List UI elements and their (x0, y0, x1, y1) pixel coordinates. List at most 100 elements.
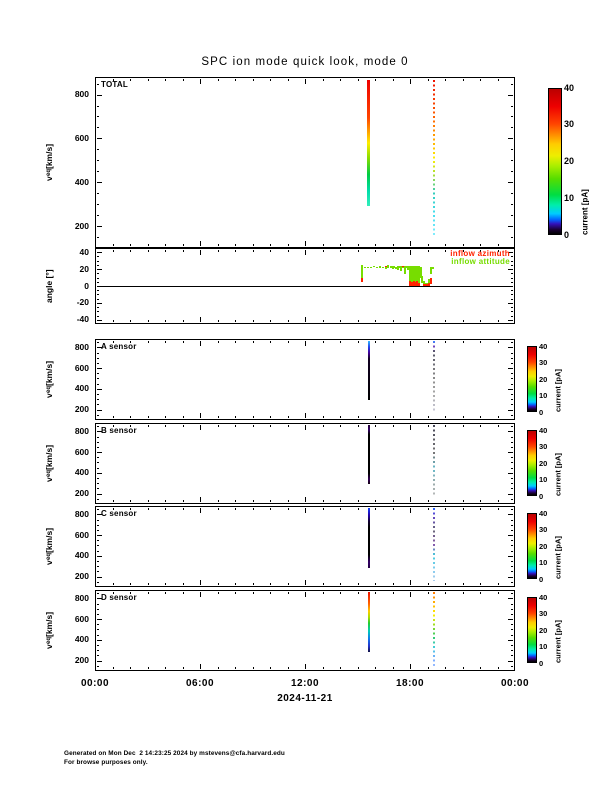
x-tick-mark (235, 415, 236, 419)
y-tick-mark (96, 252, 103, 254)
x-tick-mark (200, 497, 201, 503)
colorbar-tick-label: 0 (539, 658, 544, 668)
y-tick-mark (96, 362, 100, 364)
colorbar-tick-label: 40 (539, 341, 548, 351)
x-tick-mark (235, 319, 236, 323)
x-tick-mark (305, 317, 306, 323)
x-tick-mark (480, 78, 481, 82)
x-tick-mark (287, 591, 289, 595)
x-tick-mark (287, 582, 289, 586)
x-tick-mark (462, 243, 464, 247)
y-tick-mark (96, 94, 103, 96)
x-tick-mark (462, 78, 464, 82)
y-tick-mark (96, 581, 100, 583)
legend-item-attitude: inflow attitude (451, 257, 510, 266)
x-tick-mark (112, 582, 114, 586)
y-axis-label-angle: angle [°] (44, 269, 54, 303)
x-tick-mark (480, 499, 481, 503)
colorbar-tick-label: 40 (539, 508, 548, 518)
x-tick-mark (357, 319, 359, 323)
y-tick-mark (510, 613, 514, 615)
x-tick-mark (165, 243, 166, 247)
y-tick-mark (96, 639, 103, 641)
y-tick-mark (96, 431, 103, 433)
x-tick-mark (392, 243, 394, 247)
y-tick-mark (96, 260, 100, 262)
colorbar-tick-label: 40 (539, 425, 548, 435)
legend-item-azimuth: inflow azimuth (450, 248, 510, 258)
x-tick-mark (182, 582, 184, 586)
x-tick-mark (217, 666, 219, 670)
y-tick-label: 800 (74, 341, 89, 352)
x-tick-mark (165, 340, 166, 344)
x-tick-mark (200, 78, 201, 84)
angle-segment (409, 265, 411, 284)
y-tick-mark (510, 608, 514, 610)
x-tick-mark (270, 582, 271, 586)
x-tick-mark (112, 424, 114, 428)
x-tick-label-0000a: 00:00 (80, 678, 110, 689)
data-stripe-dotted (432, 80, 435, 238)
x-tick-mark (427, 499, 429, 503)
x-tick-mark (147, 591, 149, 595)
x-tick-mark (410, 664, 411, 670)
y-axis-label-total: v eq [km/s] (44, 144, 54, 181)
y-tick-mark (507, 576, 514, 578)
y-tick-mark (96, 368, 103, 370)
x-tick-mark (357, 591, 359, 595)
x-tick-mark (130, 591, 131, 595)
x-tick-label-0000b: 00:00 (500, 678, 530, 689)
x-tick-mark (112, 340, 114, 344)
angle-segment (391, 265, 394, 270)
y-tick-mark (96, 452, 103, 454)
y-tick-mark (96, 264, 100, 266)
x-tick-mark (410, 78, 411, 84)
x-tick-mark (392, 78, 394, 82)
y-tick-mark (510, 160, 514, 162)
x-tick-mark (410, 413, 411, 419)
y-axis-label-sensor_c: v eq [km/s] (44, 528, 54, 565)
y-tick-mark (96, 409, 103, 411)
angle-segment (409, 280, 411, 286)
x-tick-mark (480, 507, 481, 511)
y-tick-mark (96, 619, 103, 621)
angle-segment (364, 266, 367, 269)
y-tick-mark (510, 571, 514, 573)
angle-segment (361, 278, 364, 282)
y-tick-mark (510, 529, 514, 531)
colorbar-tick-label: 10 (539, 391, 548, 400)
y-tick-mark (510, 467, 514, 469)
y-tick-label: 200 (74, 571, 89, 582)
angle-segment (424, 284, 427, 286)
x-tick-mark (427, 507, 429, 511)
y-tick-mark (507, 302, 514, 304)
x-tick-mark (165, 78, 166, 82)
x-tick-mark (340, 243, 341, 247)
x-tick-mark (200, 413, 201, 419)
x-tick-mark (112, 507, 114, 511)
y-tick-mark (96, 462, 100, 464)
y-tick-mark (96, 226, 103, 228)
y-tick-mark (510, 362, 514, 364)
x-axis-date-label: 2024-11-21 (277, 693, 333, 704)
y-tick-mark (510, 127, 514, 129)
angle-segment (412, 265, 415, 285)
x-tick-mark (130, 340, 131, 344)
y-tick-mark (96, 105, 100, 107)
y-tick-mark (96, 281, 100, 283)
y-tick-label: 800 (74, 508, 89, 519)
x-tick-mark (112, 243, 114, 247)
x-tick-mark (375, 78, 376, 82)
y-tick-mark (96, 399, 100, 401)
x-tick-mark (357, 507, 359, 511)
y-tick-mark (96, 524, 100, 526)
y-tick-mark (96, 457, 100, 459)
x-tick-mark (305, 249, 306, 255)
x-tick-mark (392, 582, 394, 586)
y-tick-label: 800 (74, 592, 89, 603)
x-tick-mark (322, 78, 324, 82)
x-tick-mark (270, 319, 271, 323)
data-stripe-dotted (433, 591, 435, 666)
angle-segment (419, 267, 422, 278)
colorbar-axis-label: current [pA] (553, 453, 563, 496)
